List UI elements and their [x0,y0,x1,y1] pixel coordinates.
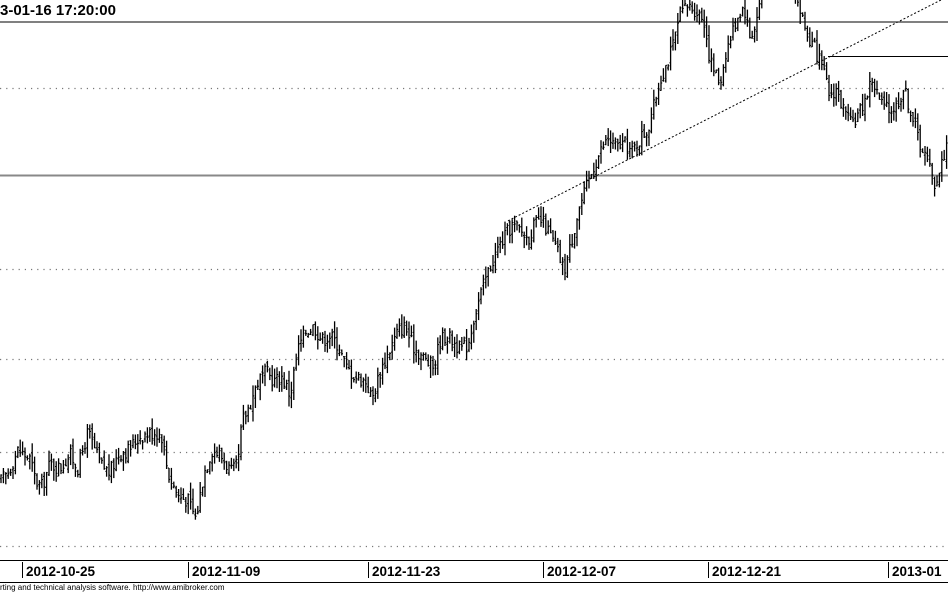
x-tick-label-5: 2013-01 [892,564,942,579]
x-tick-label-4: 2012-12-21 [712,564,782,579]
trendline [507,0,943,222]
footer-credit: rting and technical analysis software. h… [0,583,225,592]
x-tick-label-0: 2012-10-25 [26,564,96,579]
x-tick-label-2: 2012-11-23 [372,564,441,579]
chart-datetime: 3-01-16 17:20:00 [0,2,116,19]
ohlc-bars [0,0,948,520]
x-tick-label-1: 2012-11-09 [192,564,260,579]
x-tick-label-3: 2012-12-07 [547,564,616,579]
